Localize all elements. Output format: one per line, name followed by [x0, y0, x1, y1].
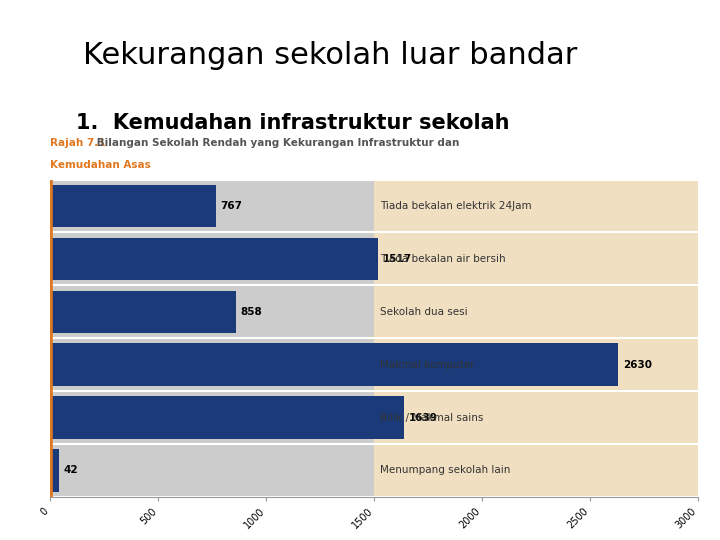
Bar [50, 444, 698, 497]
Text: Makmal komputer: Makmal komputer [380, 360, 474, 370]
Bar [50, 232, 698, 285]
Text: 1517: 1517 [382, 254, 412, 264]
Bar [50, 180, 698, 232]
Bar [50, 396, 405, 438]
Bar [374, 285, 698, 338]
Text: Tiada bekalan air bersih: Tiada bekalan air bersih [380, 254, 505, 264]
Bar [374, 338, 698, 391]
Bar [50, 343, 618, 386]
Text: Bilangan Sekolah Rendah yang Kekurangan Infrastruktur dan: Bilangan Sekolah Rendah yang Kekurangan … [93, 138, 459, 148]
Text: 42: 42 [64, 465, 78, 475]
Bar [50, 291, 235, 333]
Bar [374, 444, 698, 497]
Text: 2630: 2630 [623, 360, 652, 370]
Bar [374, 232, 698, 285]
Text: 1.  Kemudahan infrastruktur sekolah: 1. Kemudahan infrastruktur sekolah [76, 113, 510, 133]
Text: Kemudahan Asas: Kemudahan Asas [50, 160, 151, 170]
Text: Menumpang sekolah lain: Menumpang sekolah lain [380, 465, 510, 475]
Text: 767: 767 [220, 201, 243, 211]
Bar [50, 285, 698, 338]
Bar [50, 238, 378, 280]
Text: 858: 858 [240, 307, 262, 317]
Bar [374, 180, 698, 232]
Bar [374, 391, 698, 444]
Text: Kekurangan sekolah luar bandar: Kekurangan sekolah luar bandar [83, 40, 577, 70]
Bar [50, 391, 698, 444]
Text: Sekolah dua sesi: Sekolah dua sesi [380, 307, 467, 317]
Bar [50, 185, 216, 227]
Text: Rajah 7.1: Rajah 7.1 [50, 138, 106, 148]
Text: 1639: 1639 [409, 413, 438, 422]
Text: Tiada bekalan elektrik 24Jam: Tiada bekalan elektrik 24Jam [380, 201, 531, 211]
Text: Bilik / Makmal sains: Bilik / Makmal sains [380, 413, 483, 422]
Bar [50, 338, 698, 391]
Bar [50, 449, 60, 491]
